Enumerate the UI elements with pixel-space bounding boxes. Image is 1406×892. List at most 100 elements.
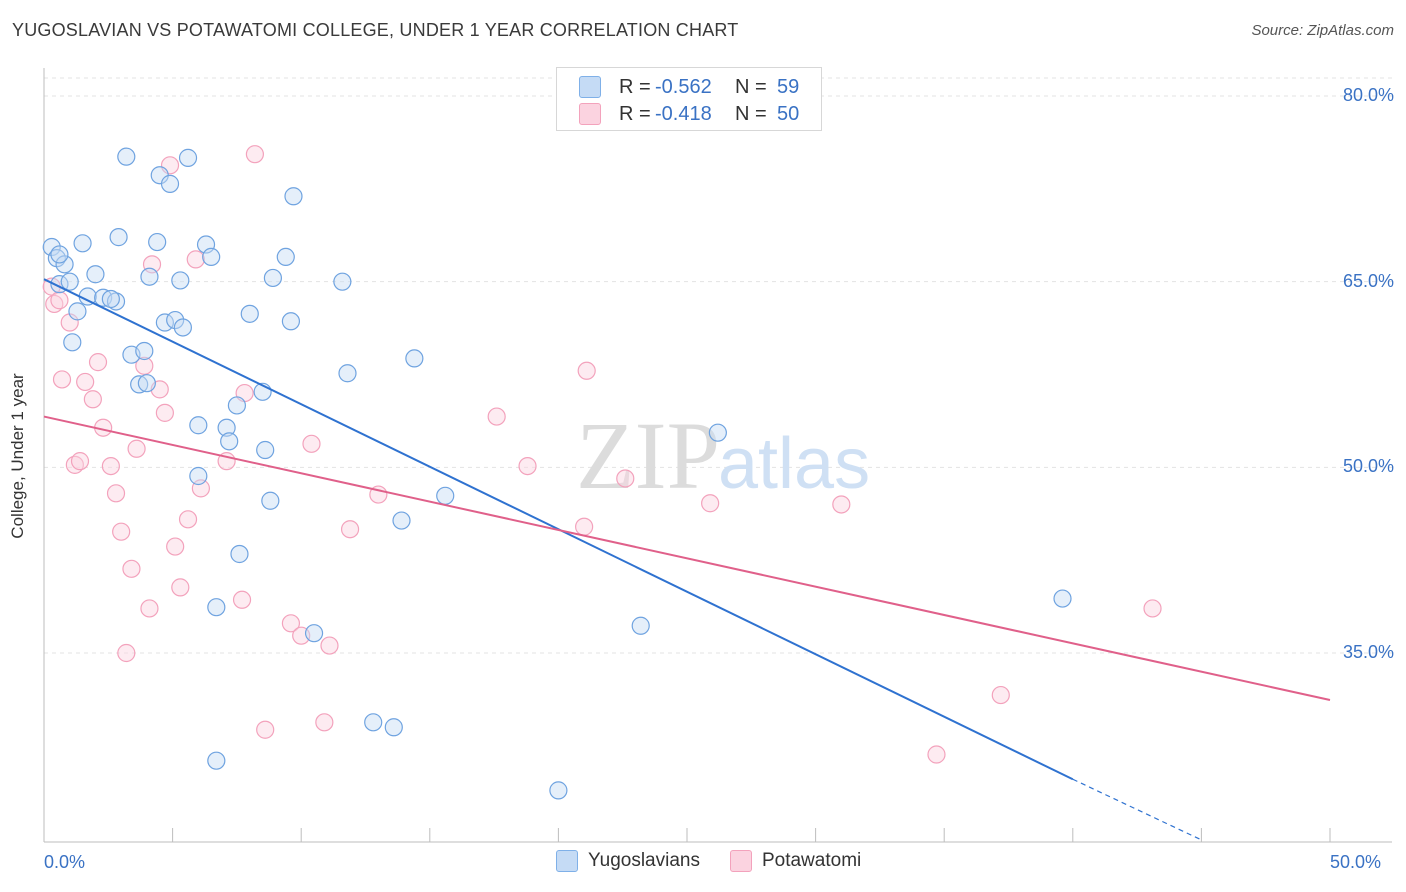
yugoslavians-point bbox=[436, 486, 455, 505]
yugoslavians-point bbox=[42, 237, 61, 257]
yugoslavians-point bbox=[281, 312, 301, 331]
potawatomi-point bbox=[83, 390, 102, 409]
legend-r-label: R = bbox=[619, 75, 651, 98]
yugoslavians-point bbox=[68, 302, 87, 321]
potawatomi-point bbox=[701, 494, 720, 513]
legend-n-value: 50 bbox=[777, 102, 800, 125]
potawatomi-point bbox=[186, 250, 205, 269]
legend-n-label: N = bbox=[735, 102, 767, 125]
yugoslavians-point bbox=[160, 174, 180, 193]
potawatomi-point bbox=[122, 559, 141, 578]
yugoslavians-point bbox=[86, 265, 105, 284]
potawatomi-trend-line bbox=[43, 415, 1331, 702]
potawatomi-point bbox=[575, 517, 594, 536]
potawatomi-point bbox=[112, 522, 131, 541]
yugoslavians-point bbox=[135, 341, 154, 361]
legend-label: Yugoslavians bbox=[588, 850, 700, 871]
yugoslavians-point bbox=[117, 147, 136, 166]
potawatomi-point bbox=[70, 452, 90, 471]
potawatomi-point bbox=[256, 720, 275, 739]
potawatomi-point bbox=[302, 434, 321, 453]
potawatomi-point bbox=[1143, 599, 1162, 618]
yugoslavians-point bbox=[178, 148, 198, 167]
legend-r-label: R = bbox=[619, 102, 651, 125]
legend-swatch-pink bbox=[579, 103, 601, 125]
yugoslavians-point bbox=[189, 416, 208, 435]
yugoslavians-point bbox=[166, 310, 185, 330]
yugoslavians-point bbox=[240, 304, 259, 323]
yugoslavians-point bbox=[338, 364, 357, 383]
potawatomi-point bbox=[315, 713, 334, 732]
legend-swatch-blue bbox=[556, 850, 578, 872]
yugoslavians-point bbox=[50, 245, 69, 264]
potawatomi-point bbox=[245, 145, 265, 164]
yugoslavians-point bbox=[171, 271, 190, 290]
yugoslavians-point bbox=[60, 272, 79, 291]
potawatomi-point bbox=[832, 495, 851, 514]
yugoslavians-point bbox=[148, 232, 167, 252]
yugoslavians-point bbox=[217, 418, 236, 437]
y-tick-label: 35.0% bbox=[1342, 642, 1394, 662]
potawatomi-point bbox=[577, 361, 596, 380]
legend-label: Potawatomi bbox=[761, 850, 862, 871]
grid bbox=[44, 77, 1392, 654]
yugoslavians-point bbox=[631, 616, 650, 635]
yugoslavians-point bbox=[202, 247, 221, 267]
source-label: Source: ZipAtlas.com bbox=[1251, 22, 1394, 39]
x-tick-max: 50.0% bbox=[1330, 852, 1382, 872]
x-tick-min: 0.0% bbox=[44, 852, 86, 872]
trend-lines bbox=[43, 278, 1331, 841]
stats-legend: R = -0.562 N = 59 R = -0.418 N = 50 bbox=[556, 67, 822, 131]
potawatomi-point bbox=[320, 636, 339, 655]
legend-item-yugoslavians[interactable]: Yugoslavians bbox=[556, 850, 700, 872]
yugoslavians-point bbox=[405, 349, 424, 368]
yugoslavians-point bbox=[207, 598, 226, 617]
potawatomi-point bbox=[127, 439, 146, 458]
yugoslavians-point bbox=[261, 491, 280, 510]
y-tick-label: 65.0% bbox=[1342, 270, 1394, 291]
yugoslavians-point bbox=[207, 751, 226, 770]
y-tick-label: 50.0% bbox=[1342, 456, 1394, 477]
legend-row-potawatomi: R = -0.418 N = 50 bbox=[579, 101, 799, 127]
yugoslavians-point bbox=[263, 268, 283, 288]
yugoslavians-point bbox=[227, 396, 246, 415]
potawatomi-point bbox=[101, 456, 120, 476]
potawatomi-point bbox=[50, 291, 69, 310]
potawatomi-point bbox=[927, 745, 946, 764]
yugoslavians-point bbox=[230, 544, 249, 564]
potawatomi-point bbox=[616, 469, 635, 488]
yugoslavians-point bbox=[392, 511, 411, 530]
potawatomi-point bbox=[140, 599, 159, 618]
series-legend: Yugoslavians Potawatomi bbox=[556, 850, 891, 872]
y-tick-label: 80.0% bbox=[1342, 85, 1394, 105]
legend-n-label: N = bbox=[735, 75, 767, 98]
potawatomi-point bbox=[88, 353, 108, 372]
watermark-atlas: atlas bbox=[718, 424, 870, 504]
potawatomi-point bbox=[76, 372, 95, 392]
yugoslavians-point bbox=[549, 781, 568, 800]
legend-n-value: 59 bbox=[777, 75, 800, 98]
legend-item-potawatomi[interactable]: Potawatomi bbox=[729, 850, 862, 872]
potawatomi-point bbox=[135, 356, 154, 375]
potawatomi-point bbox=[487, 407, 506, 426]
yugoslavians-point bbox=[73, 234, 92, 253]
potawatomi-point bbox=[340, 520, 360, 539]
potawatomi-point bbox=[155, 403, 174, 422]
yugoslavians-point bbox=[304, 624, 324, 643]
potawatomi-point bbox=[518, 456, 537, 476]
watermark-zip: ZIP bbox=[576, 402, 720, 509]
yugoslavians-point bbox=[101, 289, 120, 309]
yugoslavians-point bbox=[137, 374, 156, 393]
yugoslavians-point bbox=[384, 718, 403, 737]
yugoslavians-point bbox=[55, 255, 74, 274]
yugoslavians-point bbox=[220, 432, 239, 451]
potawatomi-point bbox=[106, 484, 126, 503]
yugoslavians-point bbox=[708, 423, 727, 442]
y-axis-label: College, Under 1 year bbox=[8, 373, 27, 539]
yugoslavians-point bbox=[333, 272, 352, 291]
potawatomi-point bbox=[232, 590, 252, 609]
potawatomi-point bbox=[178, 510, 198, 529]
yugoslavians-point bbox=[140, 267, 159, 286]
legend-row-yugoslavians: R = -0.562 N = 59 bbox=[579, 74, 799, 100]
